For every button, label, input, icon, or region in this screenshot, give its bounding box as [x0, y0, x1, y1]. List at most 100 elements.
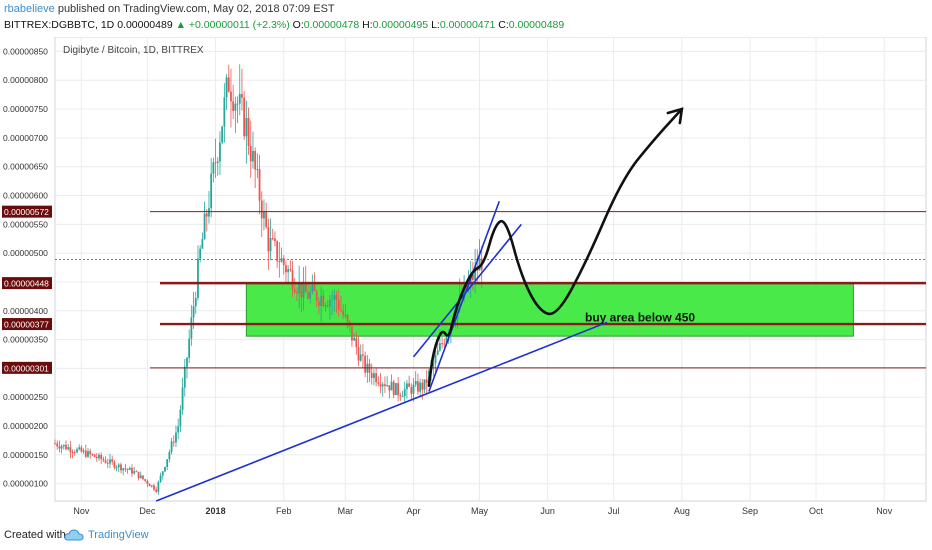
candle-body	[225, 77, 228, 98]
y-tick-label: 0.00000550	[3, 219, 48, 229]
candle-body	[205, 213, 208, 217]
candle-body	[296, 292, 298, 294]
candle-body	[150, 485, 153, 487]
symbol-label: BITTREX:DGBBTC, 1D	[4, 19, 115, 31]
candle-body	[137, 471, 140, 479]
candle-body	[111, 459, 114, 462]
buy-zone-label: buy area below 450	[585, 310, 695, 324]
x-tick-label: Dec	[139, 506, 156, 516]
last-price: 0.00000489	[117, 19, 173, 31]
candle-body	[181, 387, 184, 410]
x-tick-label: Aug	[674, 506, 690, 516]
candle-body	[179, 409, 182, 427]
candle-body	[170, 441, 173, 452]
candle-body	[221, 126, 224, 143]
candle-body	[329, 300, 331, 307]
candle-body	[410, 386, 413, 394]
candle-body	[232, 101, 235, 111]
candle-body	[236, 103, 239, 105]
candle-body	[331, 299, 334, 301]
y-tick-label: 0.00000800	[3, 75, 48, 85]
arrow-head-icon	[666, 107, 684, 125]
candle-body	[320, 295, 323, 306]
candle-body	[315, 291, 318, 302]
candle-body	[247, 117, 250, 146]
candle-body	[249, 145, 252, 162]
y-tick-label: 0.00000700	[3, 133, 48, 143]
candle-body	[346, 314, 349, 322]
candle-body	[210, 173, 213, 209]
candle-body	[230, 91, 232, 102]
candle-body	[186, 357, 188, 367]
candle-body	[441, 343, 444, 345]
level-label: 0.00000377	[4, 320, 49, 330]
candle-body	[168, 451, 171, 460]
candle-body	[91, 454, 94, 456]
level-label-bg	[2, 277, 52, 290]
y-tick-label: 0.00000650	[3, 162, 48, 172]
candle-body	[155, 489, 158, 492]
author-link[interactable]: rbabelieve	[4, 3, 55, 15]
candle-body	[252, 150, 254, 162]
candle-body	[208, 208, 210, 217]
candle-body	[241, 93, 243, 98]
candle-body	[172, 441, 175, 443]
candle-body	[302, 282, 305, 298]
chart-header: rbabelieve published on TradingView.com,…	[0, 0, 932, 36]
candle-body	[113, 461, 116, 468]
footer: Created with TradingView	[0, 522, 932, 550]
close-value: 0.00000489	[508, 19, 565, 31]
tradingview-cloud-icon	[64, 529, 84, 541]
candle-body	[353, 337, 356, 341]
tradingview-brand[interactable]: TradingView	[88, 529, 149, 541]
candle-body	[164, 467, 166, 472]
candle-body	[258, 169, 261, 201]
x-tick-label: 2018	[206, 506, 226, 516]
candle-body	[324, 305, 327, 307]
candle-body	[300, 283, 303, 298]
candle-body	[219, 142, 221, 162]
x-tick-label: Sep	[742, 506, 758, 516]
candle-body	[76, 449, 78, 453]
candle-body	[188, 338, 191, 358]
published-text: published on TradingView.com, May 02, 20…	[54, 3, 335, 15]
candle-body	[267, 227, 270, 252]
candle-body	[395, 383, 397, 396]
candle-body	[214, 162, 217, 164]
publication-line: rbabelieve published on TradingView.com,…	[4, 3, 335, 15]
candle-body	[124, 468, 127, 470]
candle-body	[474, 266, 477, 281]
candle-body	[87, 451, 89, 457]
candle-body	[362, 354, 364, 356]
candle-body	[434, 354, 437, 364]
candle-body	[78, 447, 81, 450]
candle-body	[263, 211, 265, 219]
candle-body	[406, 383, 408, 390]
candle-body	[128, 467, 131, 470]
candle-body	[377, 382, 380, 384]
x-tick-label: Jul	[608, 506, 620, 516]
candle-body	[337, 300, 340, 310]
y-tick-label: 0.00000100	[3, 479, 48, 489]
x-tick-label: Mar	[338, 506, 354, 516]
candle-body	[223, 97, 226, 127]
candle-body	[355, 337, 358, 348]
candle-body	[98, 454, 100, 459]
candle-body	[289, 269, 292, 271]
candle-body	[146, 480, 149, 484]
candle-body	[56, 443, 59, 447]
candle-body	[212, 162, 215, 174]
candle-body	[390, 381, 393, 391]
candle-body	[478, 258, 481, 271]
candle-body	[117, 464, 120, 468]
x-tick-label: Oct	[809, 506, 824, 516]
chart-area[interactable]: 0.00000850 0.00000800 0.00000750 0.00000700…	[0, 36, 932, 519]
high-label: H:	[362, 19, 373, 31]
buy-zone-box	[245, 282, 854, 337]
candle-body	[274, 238, 276, 242]
candle-body	[309, 291, 312, 299]
price-chart[interactable]: 0.00000850 0.00000800 0.00000750 0.00000700…	[0, 36, 932, 519]
candle-body	[384, 384, 386, 386]
x-tick-label: May	[471, 506, 489, 516]
candle-body	[408, 383, 411, 387]
